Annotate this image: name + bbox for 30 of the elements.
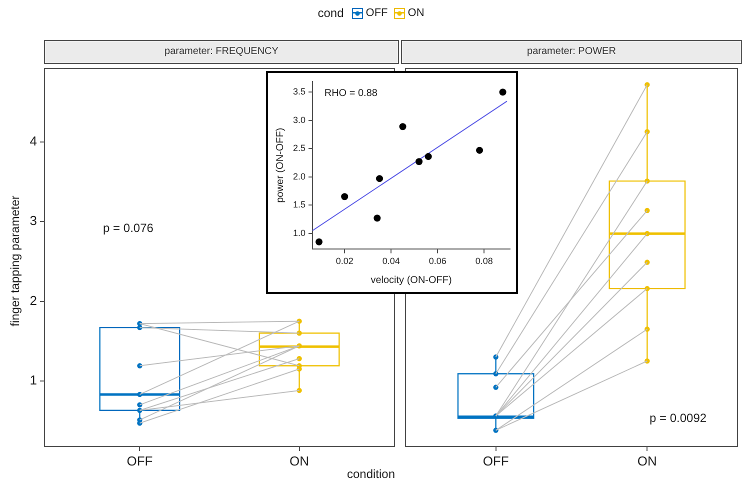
y-tick-label: 3.5 xyxy=(292,86,306,97)
y-tick-label: 3.0 xyxy=(292,114,306,125)
y-tick-label: 1.5 xyxy=(292,200,306,210)
chart-title: parameter: POWER xyxy=(401,40,742,64)
y-tick-label: 4 xyxy=(30,134,37,149)
x-tick-label: OFF xyxy=(126,453,153,468)
y-tick-label: 3 xyxy=(30,213,37,228)
x-tick-label: 0.06 xyxy=(428,256,446,266)
y-tick-label: 1.0 xyxy=(292,228,306,238)
legend-label: OFF xyxy=(366,7,388,19)
x-tick-label: OFF xyxy=(482,453,509,468)
x-tick-label: 0.02 xyxy=(336,256,354,266)
y-tick-label: 2.0 xyxy=(292,171,306,182)
x-tick-label: 0.04 xyxy=(382,256,400,266)
annotation: p = 0.076 xyxy=(103,221,154,236)
y-tick-label: 2 xyxy=(30,292,37,308)
x-tick-label: 0.08 xyxy=(475,256,493,266)
annotation: RHO = 0.88 xyxy=(324,88,378,99)
annotation: p = 0.0092 xyxy=(650,410,707,425)
x-axis-title: condition xyxy=(346,467,396,481)
legend-title: cond xyxy=(318,6,344,20)
x-axis-title: velocity (ON-OFF) xyxy=(370,274,452,286)
x-tick-label: ON xyxy=(637,453,657,468)
legend-label: ON xyxy=(408,7,424,19)
chart-title: parameter: FREQUENCY xyxy=(44,40,399,64)
y-tick-label: 2.5 xyxy=(292,143,306,154)
y-axis-title: finger tapping parameter xyxy=(8,194,22,328)
y-axis-title: power (ON-OFF) xyxy=(274,128,286,203)
x-tick-label: ON xyxy=(290,453,310,468)
y-tick-label: 1 xyxy=(30,372,37,388)
